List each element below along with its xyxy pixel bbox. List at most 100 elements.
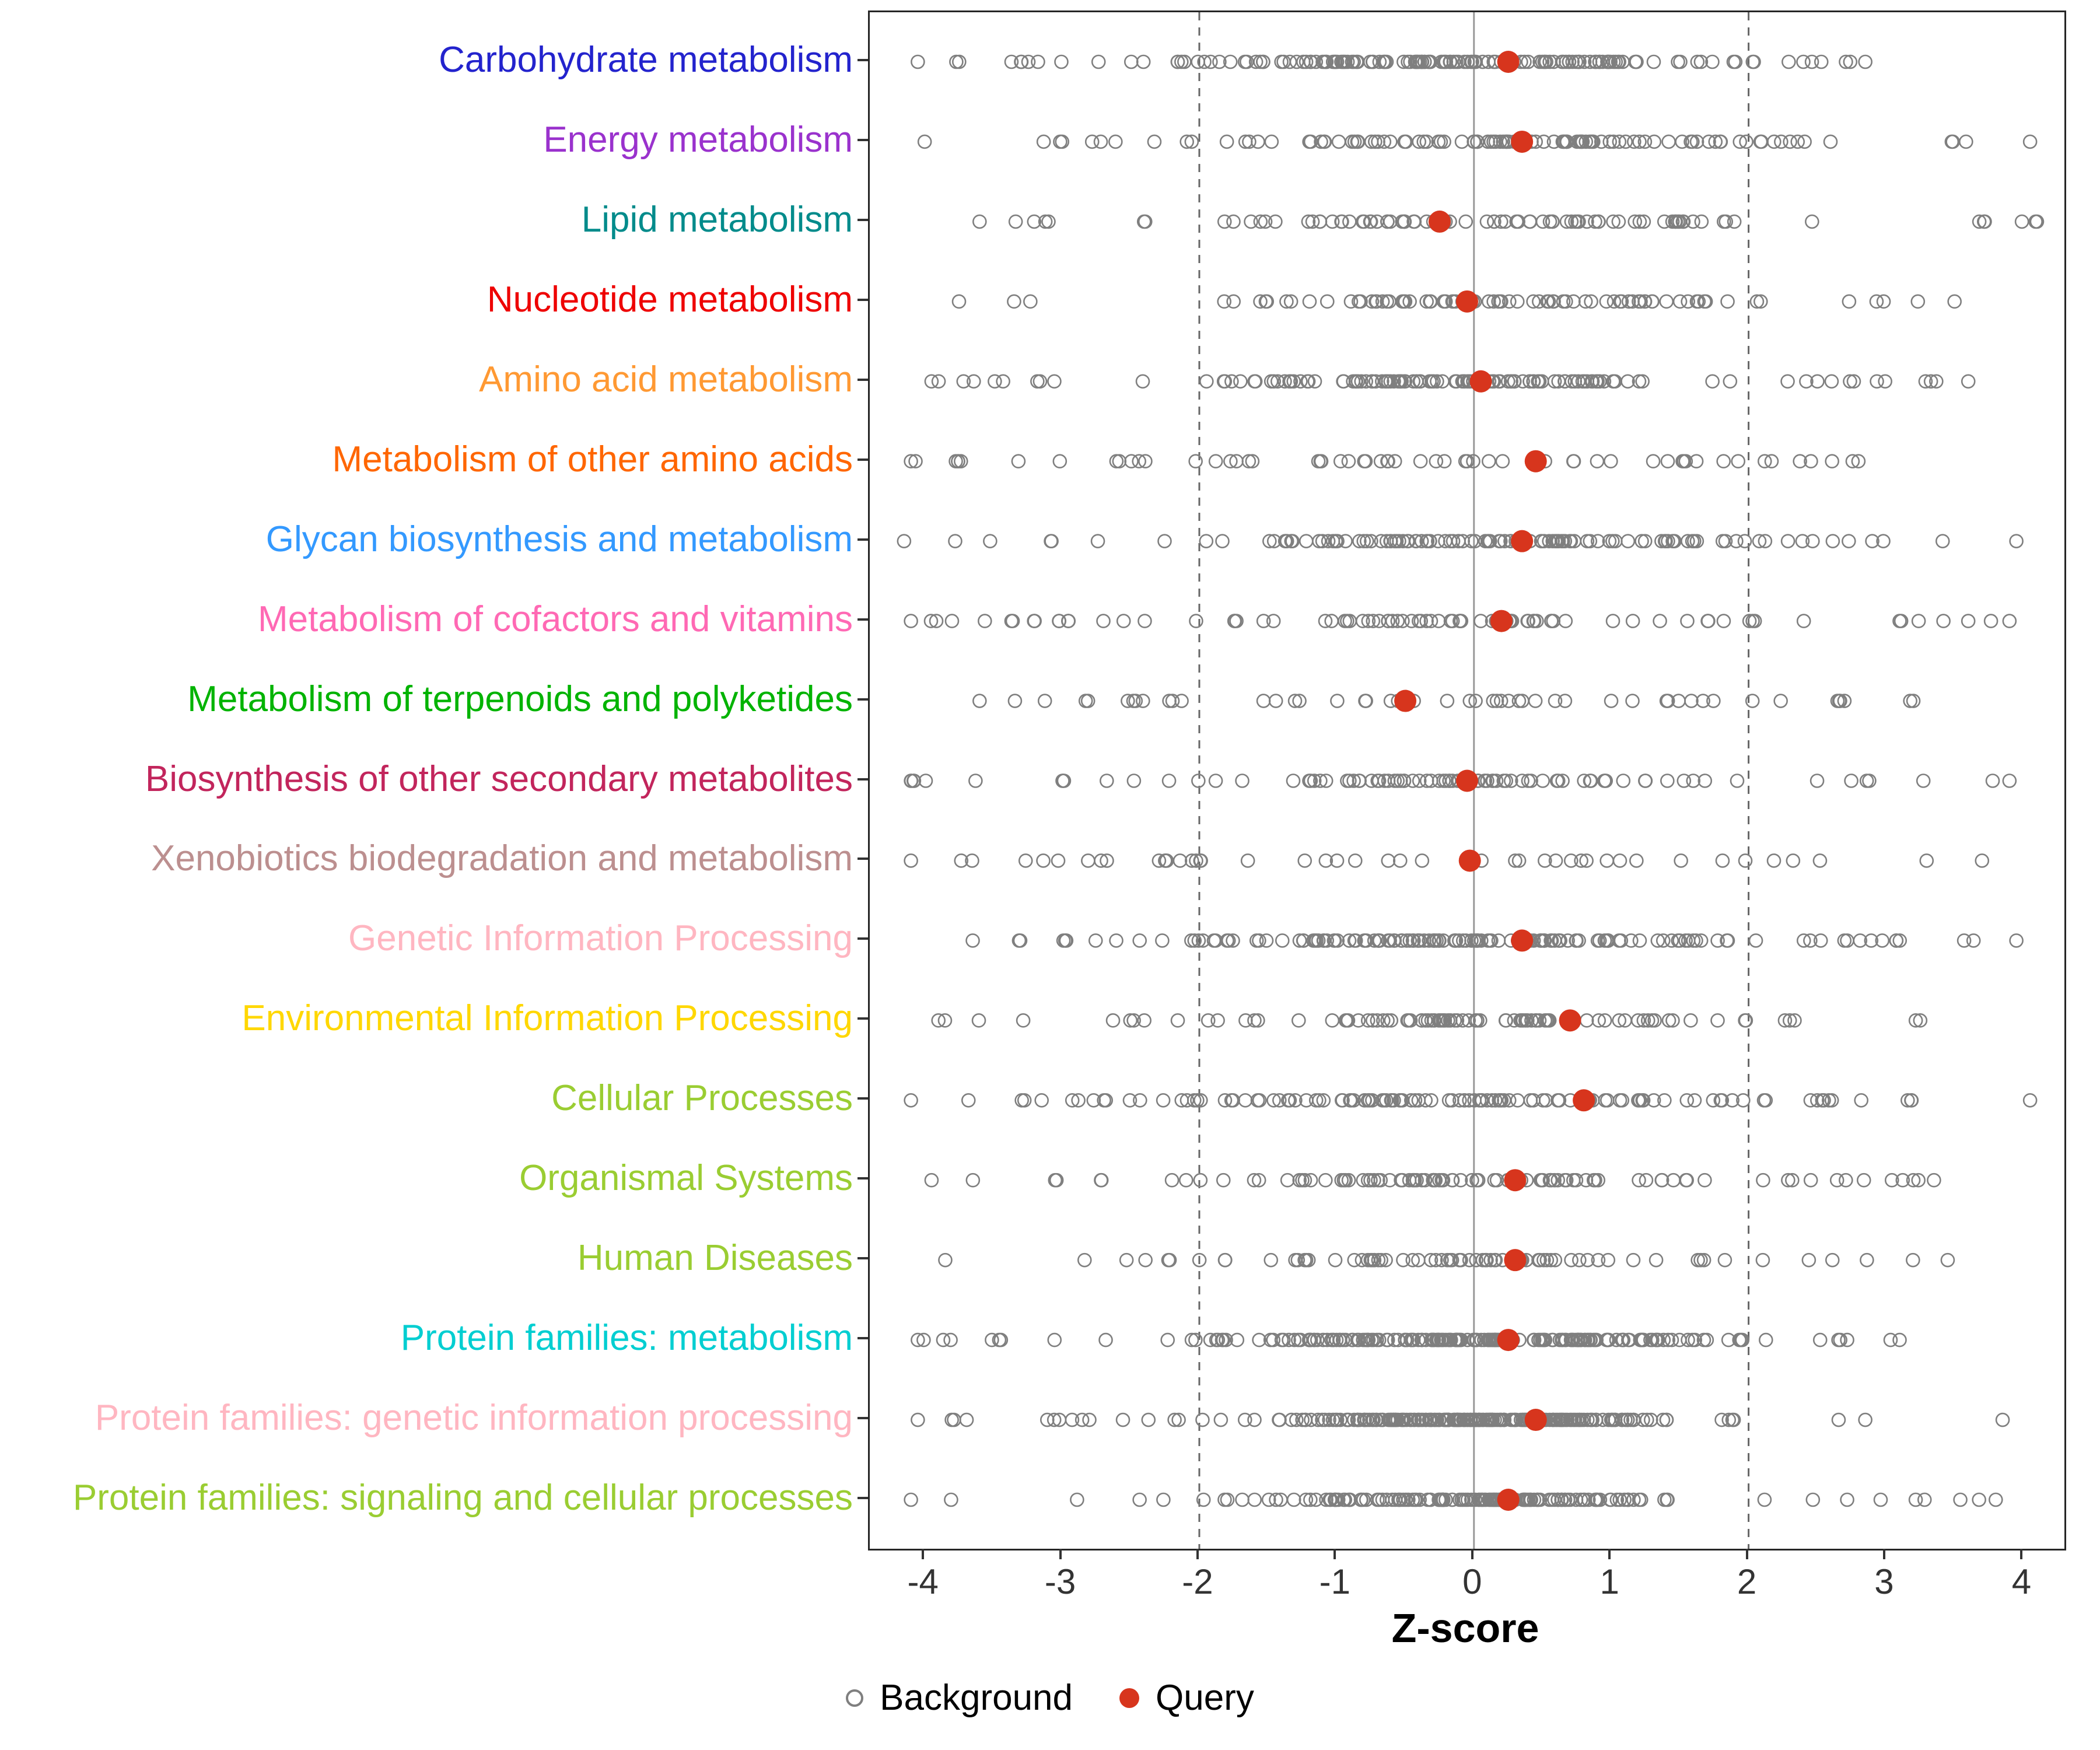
background-point [1436, 1492, 1451, 1507]
background-point [1256, 614, 1271, 628]
background-point [1483, 933, 1497, 948]
background-point [918, 774, 933, 788]
background-point [1659, 1412, 1674, 1427]
background-point [1689, 134, 1704, 149]
background-point [1647, 134, 1662, 149]
background-point [988, 374, 1002, 389]
background-point [1427, 933, 1442, 948]
background-point [1532, 294, 1546, 309]
background-point [1815, 1093, 1830, 1108]
background-point [1480, 774, 1494, 788]
background-point [1197, 54, 1212, 69]
background-point [1831, 1412, 1846, 1427]
background-point [1122, 1093, 1138, 1108]
background-point [1892, 1332, 1907, 1348]
background-point [1326, 933, 1342, 948]
background-point [1528, 694, 1543, 708]
background-point [1395, 1172, 1409, 1188]
background-point [1558, 1332, 1573, 1348]
background-point [1404, 1093, 1419, 1108]
background-point [1223, 454, 1238, 469]
background-point [1668, 214, 1682, 229]
background-point [924, 1172, 939, 1188]
background-point [1385, 1492, 1399, 1507]
background-point [1752, 534, 1767, 548]
background-point [1078, 694, 1093, 708]
background-point [1217, 1492, 1232, 1507]
category-label: Energy metabolism [543, 119, 853, 160]
background-point [1434, 1252, 1449, 1268]
background-point [1070, 1492, 1084, 1507]
query-point [1456, 769, 1478, 792]
background-point [1189, 853, 1203, 868]
background-point [1136, 214, 1152, 229]
background-point [1578, 134, 1594, 149]
background-point [1179, 1172, 1194, 1188]
background-point [1431, 614, 1446, 628]
background-point [1412, 774, 1427, 788]
x-axis-tick [2020, 1549, 2023, 1559]
background-point [1738, 1013, 1754, 1028]
background-point [1256, 694, 1271, 708]
background-point [1443, 1252, 1458, 1268]
background-point [1357, 454, 1371, 469]
background-point [1536, 134, 1551, 149]
background-point [965, 853, 979, 868]
background-point [1447, 933, 1462, 948]
background-point [1460, 454, 1475, 469]
background-point [1391, 1492, 1406, 1507]
background-point [1172, 853, 1188, 868]
background-point [1334, 214, 1349, 229]
background-point [1471, 1172, 1486, 1188]
background-point [1714, 1412, 1729, 1427]
background-point [1217, 1252, 1233, 1268]
background-point [972, 694, 987, 708]
background-point [1486, 294, 1501, 309]
background-point [1287, 694, 1303, 708]
background-point [1454, 614, 1469, 628]
background-point [1634, 1332, 1649, 1348]
background-point [1637, 134, 1653, 149]
background-point [951, 294, 967, 309]
background-point [1706, 694, 1721, 708]
background-point [1805, 214, 1819, 229]
background-point [1715, 534, 1730, 548]
background-point [1604, 454, 1618, 469]
background-point [1395, 534, 1410, 548]
background-point [1487, 214, 1502, 229]
category-label: Nucleotide metabolism [487, 279, 853, 320]
background-point [1901, 1093, 1915, 1108]
background-point [1708, 134, 1723, 149]
background-point [1545, 214, 1560, 229]
background-point [1297, 1252, 1312, 1268]
background-point [1489, 694, 1504, 708]
y-axis-tick [858, 378, 868, 381]
background-point [1282, 54, 1297, 69]
background-point [1649, 1332, 1664, 1348]
background-point [1884, 1172, 1899, 1188]
background-point [1595, 1412, 1611, 1427]
background-point [1264, 1252, 1279, 1268]
background-point [1437, 454, 1452, 469]
x-axis-tick [1471, 1549, 1474, 1559]
background-point [1696, 1252, 1712, 1268]
background-point [1810, 1093, 1825, 1108]
background-point [1338, 1332, 1353, 1348]
background-point [1555, 774, 1570, 788]
y-axis-tick [858, 698, 868, 701]
background-point [1681, 933, 1696, 948]
background-point [1266, 614, 1281, 628]
background-point [1247, 1492, 1262, 1507]
background-point [1098, 1332, 1113, 1348]
category-label: Protein families: signaling and cellular… [72, 1478, 853, 1518]
background-point [1805, 534, 1820, 548]
background-point [1427, 1013, 1442, 1028]
background-point [1387, 774, 1402, 788]
background-point [1638, 774, 1653, 788]
background-point [1049, 1172, 1064, 1188]
background-point [1854, 1093, 1868, 1108]
query-point [1469, 370, 1492, 393]
background-point [1268, 694, 1283, 708]
background-point [1959, 134, 1973, 149]
background-point [1650, 933, 1665, 948]
